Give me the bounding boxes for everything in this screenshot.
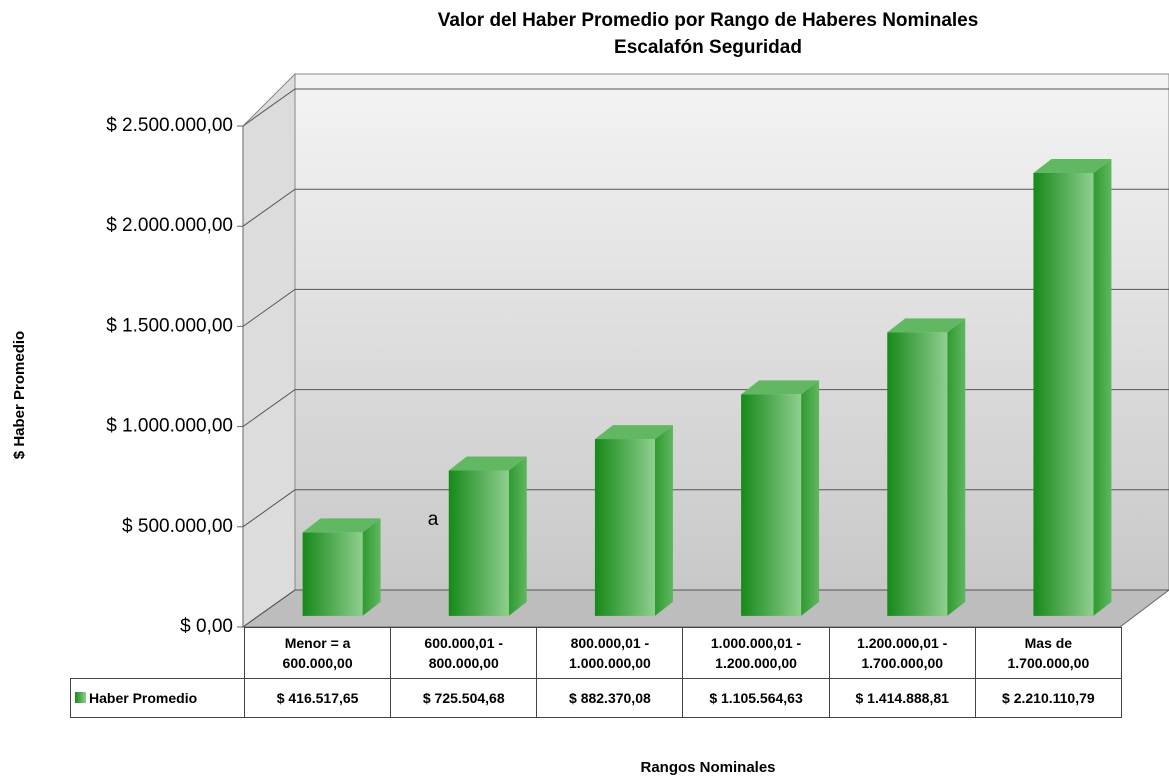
chart-title: Valor del Haber Promedio por Rango de Ha… — [438, 10, 979, 31]
x-tick-label: 1.000.000,01 - 1.200.000,00 — [682, 627, 830, 679]
bar-side — [508, 456, 527, 616]
empty-cell — [71, 628, 245, 679]
value-label: $ 882.370,08 — [536, 678, 684, 718]
bar-side — [1093, 158, 1112, 616]
bar-side — [947, 318, 966, 616]
bar-side — [362, 518, 381, 616]
y-tick-label: $ 1.000.000,00 — [106, 416, 233, 437]
value-label: $ 1.414.888,81 — [828, 678, 976, 718]
x-tick-label: 800.000,01 - 1.000.000,00 — [536, 627, 684, 679]
x-tick-label: 600.000,01 - 800.000,00 — [390, 627, 538, 679]
y-axis-label: $ Haber Promedio — [11, 331, 28, 459]
value-label: $ 1.105.564,63 — [682, 678, 830, 718]
floor — [241, 589, 1169, 628]
bar-side — [654, 425, 673, 616]
bar — [887, 332, 948, 616]
value-label: $ 416.517,65 — [243, 678, 392, 718]
legend-swatch — [75, 692, 86, 703]
bar — [1033, 172, 1094, 616]
grid-line — [242, 88, 1169, 127]
bar-top — [887, 318, 966, 333]
y-tick-label: $ 1.500.000,00 — [106, 315, 233, 336]
legend-label: Haber Promedio — [89, 690, 198, 706]
bar — [448, 470, 509, 616]
grid-line — [242, 288, 1169, 327]
side-wall — [242, 72, 296, 628]
y-tick-label: $ 2.000.000,00 — [106, 215, 233, 236]
x-axis-label: Rangos Nominales — [640, 759, 775, 776]
bar-side — [801, 380, 820, 616]
y-tick-label: $ 500.000,00 — [122, 516, 233, 537]
x-tick-label: Mas de 1.700.000,00 — [974, 627, 1122, 679]
value-label: $ 2.210.110,79 — [974, 678, 1122, 718]
bar-top — [741, 380, 820, 395]
value-label: $ 725.504,68 — [390, 678, 538, 718]
bar — [302, 532, 363, 616]
bar-top — [1033, 158, 1112, 173]
bar-top — [448, 456, 527, 471]
bar-top — [302, 518, 381, 533]
grid-line — [242, 489, 1169, 528]
y-tick-label: $ 2.500.000,00 — [106, 115, 233, 136]
legend-cell: Haber Promedio — [70, 678, 245, 718]
bar-top — [594, 425, 673, 440]
grid-line — [242, 389, 1169, 428]
x-tick-label: 1.200.000,01 - 1.700.000,00 — [828, 627, 976, 679]
bar — [741, 394, 802, 616]
y-tick-label: $ 0,00 — [180, 616, 233, 637]
x-tick-label: Menor = a 600.000,00 — [243, 627, 392, 679]
annotation: a — [428, 509, 439, 530]
grid-line — [242, 188, 1169, 227]
data-table: Menor = a 600.000,00 600.000,01 - 800.000… — [70, 627, 1122, 718]
bar — [594, 439, 655, 616]
chart-subtitle: Escalafón Seguridad — [614, 37, 802, 58]
grid-line — [242, 589, 1169, 628]
